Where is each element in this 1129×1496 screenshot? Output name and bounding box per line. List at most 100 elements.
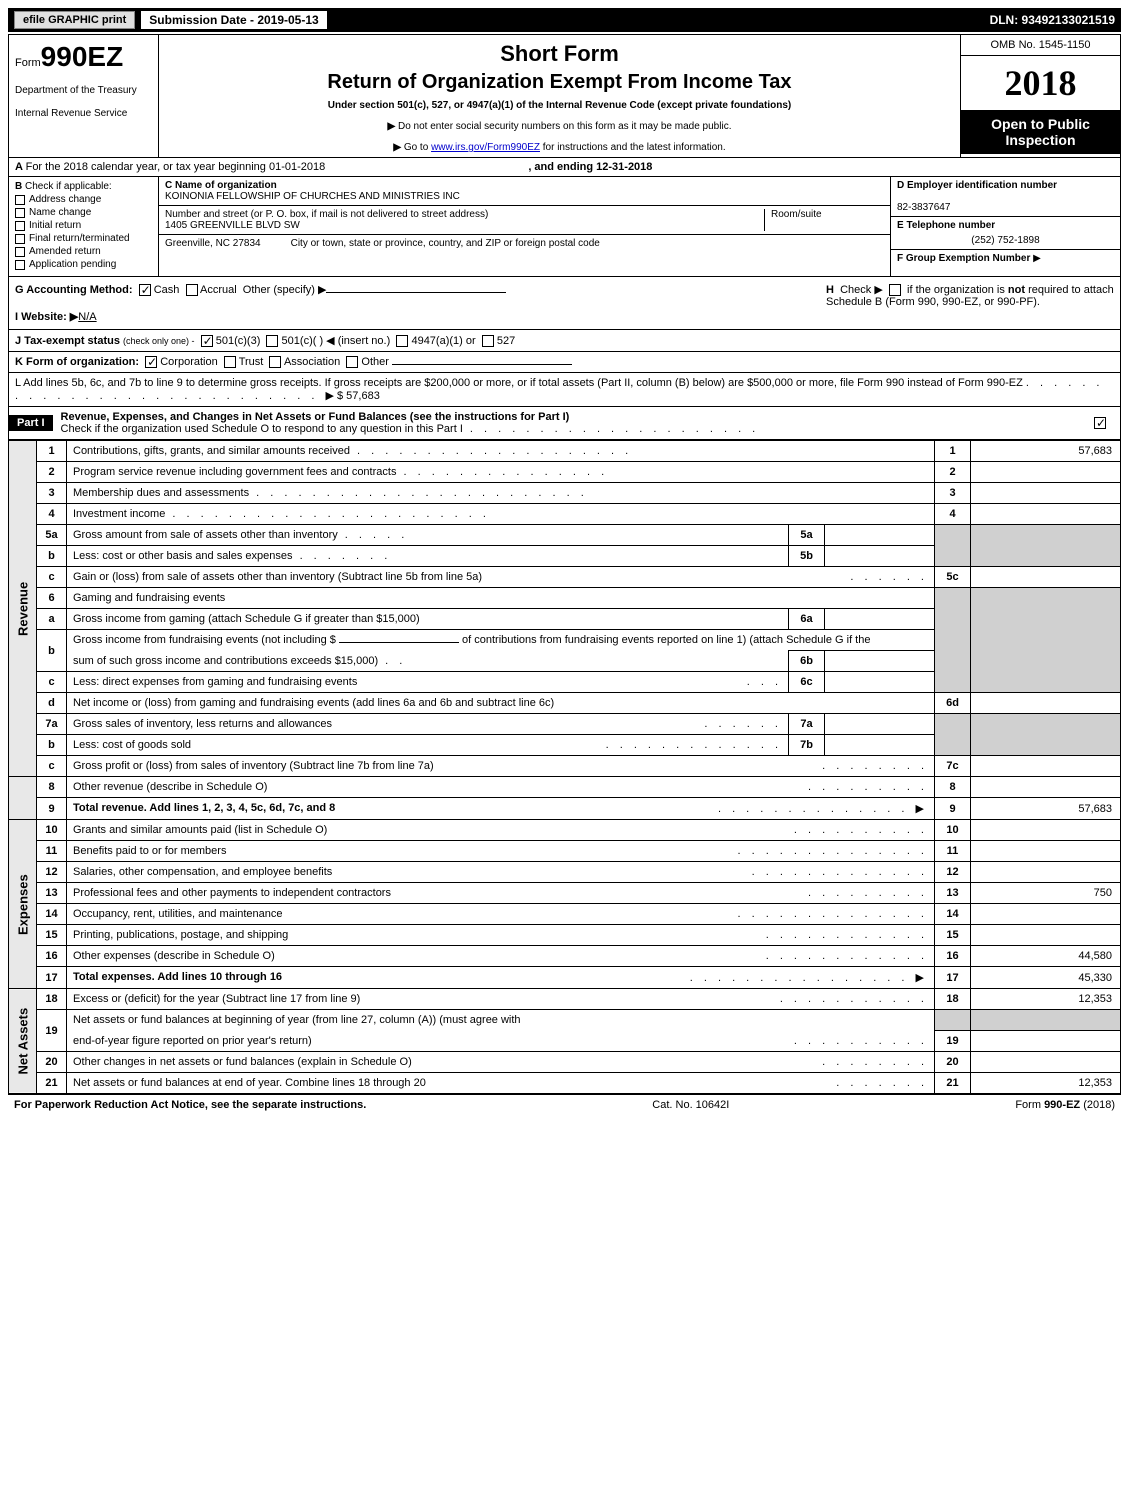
checkbox-cash[interactable] <box>139 284 151 296</box>
ln-7b-sub: 7b <box>789 735 825 756</box>
instr2-link[interactable]: www.irs.gov/Form990EZ <box>431 142 540 153</box>
checkbox-501c[interactable] <box>266 335 278 347</box>
checkbox-address-change[interactable] <box>15 195 25 205</box>
open-public: Open to Public Inspection <box>961 110 1120 154</box>
ln-17-num: 17 <box>37 967 67 989</box>
ln-2-ln: 2 <box>935 462 971 483</box>
ln-18-num: 18 <box>37 989 67 1010</box>
gh-left: G Accounting Method: Cash Accrual Other … <box>9 277 820 329</box>
ln-6-num: 6 <box>37 588 67 609</box>
ln-7ab-amt-shade <box>971 714 1121 756</box>
ln-18-desc: Excess or (deficit) for the year (Subtra… <box>67 989 935 1010</box>
ln-7b-desc: Less: cost of goods sold . . . . . . . .… <box>67 735 789 756</box>
ln-5a-sub: 5a <box>789 525 825 546</box>
ln-16-desc: Other expenses (describe in Schedule O) … <box>67 946 935 967</box>
checkbox-4947[interactable] <box>396 335 408 347</box>
j-opt4: 527 <box>497 335 515 347</box>
g-label: G Accounting Method: <box>15 284 133 296</box>
website-value: N/A <box>78 311 96 323</box>
ln-19-ln: 19 <box>935 1030 971 1051</box>
ln-19-desc2: end-of-year figure reported on prior yea… <box>67 1030 935 1051</box>
return-title: Return of Organization Exempt From Incom… <box>167 71 952 94</box>
ln-8-num: 8 <box>37 777 67 798</box>
checkbox-final-return[interactable] <box>15 234 25 244</box>
b-item-4: Amended return <box>29 246 101 257</box>
row-k: K Form of organization: Corporation Trus… <box>8 352 1121 373</box>
ln-9-amt: 57,683 <box>971 798 1121 820</box>
row-a-ending: , and ending 12-31-2018 <box>528 161 652 173</box>
checkbox-other-org[interactable] <box>346 356 358 368</box>
checkbox-trust[interactable] <box>224 356 236 368</box>
l-text: L Add lines 5b, 6c, and 7b to line 9 to … <box>15 377 1023 389</box>
ln-1-desc: Contributions, gifts, grants, and simila… <box>67 441 935 462</box>
ln-16-ln: 16 <box>935 946 971 967</box>
ln-5c-ln: 5c <box>935 567 971 588</box>
print-button[interactable]: efile GRAPHIC print <box>14 11 135 29</box>
ln-9-ln: 9 <box>935 798 971 820</box>
ln-6b-num: b <box>37 630 67 672</box>
ln-16-num: 16 <box>37 946 67 967</box>
ln-6-shade <box>935 588 971 693</box>
checkbox-corporation[interactable] <box>145 356 157 368</box>
part1-desc: Revenue, Expenses, and Changes in Net As… <box>53 407 1080 439</box>
section-b: B Check if applicable: Address change Na… <box>8 177 1121 277</box>
form-prefix: Form <box>15 57 41 69</box>
k-other-field[interactable] <box>392 364 572 365</box>
ln-19-amt-shade <box>971 1010 1121 1031</box>
ln-17-ln: 17 <box>935 967 971 989</box>
k-opt-0: Corporation <box>160 356 217 368</box>
k-opt-2: Association <box>284 356 340 368</box>
irs-label: Internal Revenue Service <box>15 108 152 119</box>
ln-14-num: 14 <box>37 904 67 925</box>
ln-13-num: 13 <box>37 883 67 904</box>
ln-7c-num: c <box>37 756 67 777</box>
ln-8-amt <box>971 777 1121 798</box>
checkbox-h[interactable] <box>889 284 901 296</box>
k-opt-3: Other <box>361 356 389 368</box>
ln-13-amt: 750 <box>971 883 1121 904</box>
ln-20-ln: 20 <box>935 1051 971 1072</box>
ln-21-amt: 12,353 <box>971 1072 1121 1093</box>
org-name: KOINONIA FELLOWSHIP OF CHURCHES AND MINI… <box>165 191 460 202</box>
c-label: C Name of organization <box>165 180 277 191</box>
f-label: F Group Exemption Number <box>897 253 1030 264</box>
footer-left: For Paperwork Reduction Act Notice, see … <box>14 1099 366 1111</box>
ln-10-desc: Grants and similar amounts paid (list in… <box>67 820 935 841</box>
j-opt1: 501(c)(3) <box>216 335 261 347</box>
footer: For Paperwork Reduction Act Notice, see … <box>8 1094 1121 1115</box>
ln-3-desc: Membership dues and assessments . . . . … <box>67 483 935 504</box>
checkbox-501c3[interactable] <box>201 335 213 347</box>
ln-8-desc: Other revenue (describe in Schedule O) .… <box>67 777 935 798</box>
ln-5a-num: 5a <box>37 525 67 546</box>
ln-5b-sub: 5b <box>789 546 825 567</box>
checkbox-association[interactable] <box>269 356 281 368</box>
g-other-field[interactable] <box>326 292 506 293</box>
ln-5c-desc: Gain or (loss) from sale of assets other… <box>67 567 935 588</box>
ln-4-num: 4 <box>37 504 67 525</box>
checkbox-name-change[interactable] <box>15 208 25 218</box>
checkbox-application-pending[interactable] <box>15 260 25 270</box>
ln-6d-ln: 6d <box>935 693 971 714</box>
ln-7a-sub: 7a <box>789 714 825 735</box>
f-arrow: ▶ <box>1033 253 1041 264</box>
instr2-prefix: Go to <box>404 142 431 153</box>
form-number: 990EZ <box>41 41 124 72</box>
checkbox-527[interactable] <box>482 335 494 347</box>
ln-6a-num: a <box>37 609 67 630</box>
g-accrual: Accrual <box>200 284 237 296</box>
ln-6c-sub: 6c <box>789 672 825 693</box>
checkbox-accrual[interactable] <box>186 284 198 296</box>
city-label: City or town, state or province, country… <box>291 238 600 249</box>
ln-6b-blank[interactable] <box>339 642 459 643</box>
ln-21-ln: 21 <box>935 1072 971 1093</box>
side-revenue-cont <box>9 777 37 820</box>
ln-15-num: 15 <box>37 925 67 946</box>
ln-11-num: 11 <box>37 841 67 862</box>
checkbox-amended-return[interactable] <box>15 247 25 257</box>
footer-mid: Cat. No. 10642I <box>652 1099 729 1111</box>
checkbox-schedule-o[interactable] <box>1094 417 1106 429</box>
side-expenses: Expenses <box>9 820 37 989</box>
ln-14-desc: Occupancy, rent, utilities, and maintena… <box>67 904 935 925</box>
ln-11-amt <box>971 841 1121 862</box>
checkbox-initial-return[interactable] <box>15 221 25 231</box>
